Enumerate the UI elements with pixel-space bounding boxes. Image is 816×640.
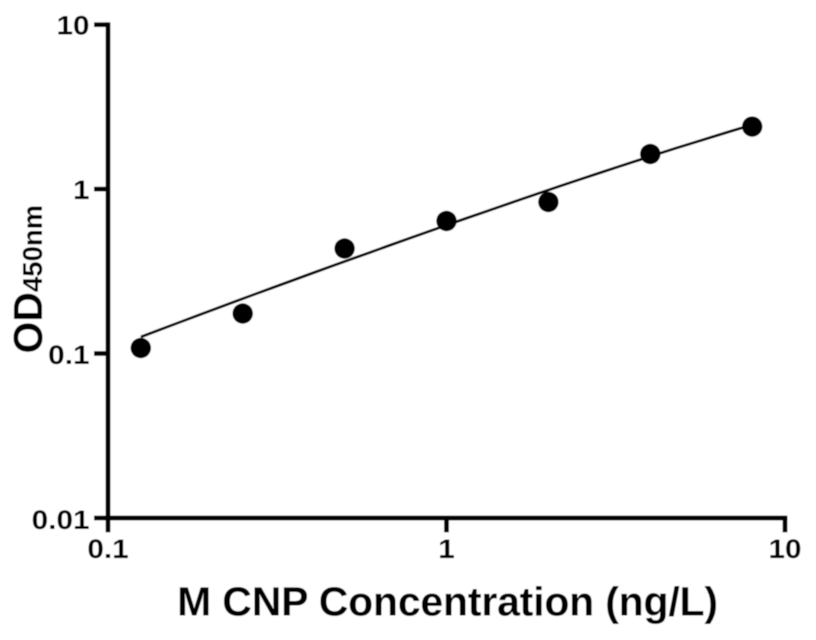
- svg-text:1: 1: [73, 175, 90, 205]
- svg-text:10: 10: [57, 10, 90, 40]
- svg-text:10: 10: [769, 534, 802, 564]
- svg-text:0.1: 0.1: [48, 340, 89, 370]
- svg-text:1: 1: [438, 534, 455, 564]
- svg-text:0.1: 0.1: [87, 534, 128, 564]
- svg-text:0.01: 0.01: [32, 505, 90, 535]
- svg-text:M CNP Concentration (ng/L): M CNP Concentration (ng/L): [177, 579, 718, 625]
